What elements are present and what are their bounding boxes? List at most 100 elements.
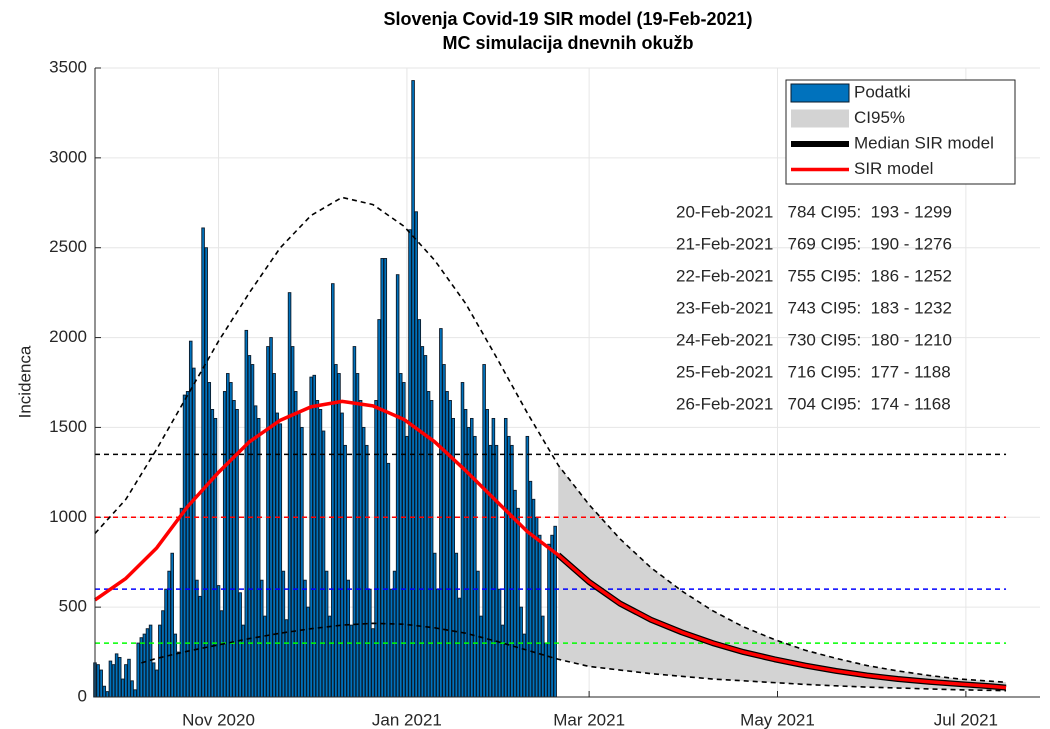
bar <box>108 660 113 698</box>
bar <box>155 669 159 698</box>
chart-subtitle: MC simulacija dnevnih okužb <box>442 33 693 53</box>
bar <box>460 382 465 698</box>
annotation: 25-Feb-2021 716 CI95: 177 - 1188 <box>676 362 951 381</box>
bar <box>541 615 545 698</box>
annotation: 23-Feb-2021 743 CI95: 183 - 1232 <box>676 298 952 317</box>
bar <box>531 498 536 698</box>
bar <box>121 678 125 698</box>
y-tick-label: 1000 <box>49 507 87 526</box>
bar <box>522 633 527 698</box>
bar <box>260 579 264 698</box>
bar <box>114 653 119 698</box>
annotation: 22-Feb-2021 755 CI95: 186 - 1252 <box>676 266 952 285</box>
bar <box>303 579 307 698</box>
annotation: 21-Feb-2021 769 CI95: 190 - 1276 <box>676 234 952 253</box>
bar <box>334 364 338 698</box>
bar <box>306 606 310 698</box>
bar <box>476 570 480 698</box>
bar <box>454 552 459 698</box>
bar <box>213 417 218 698</box>
bar <box>386 462 391 698</box>
bar <box>439 328 443 698</box>
bar <box>293 391 298 698</box>
bar <box>170 552 174 698</box>
bar <box>229 382 233 698</box>
bar <box>219 610 224 698</box>
legend-label: SIR model <box>854 159 933 178</box>
legend-swatch <box>791 109 849 128</box>
bar <box>312 374 317 698</box>
bar <box>380 258 384 698</box>
x-tick-label: May 2021 <box>740 710 815 729</box>
bar <box>253 405 258 698</box>
bar <box>327 615 332 698</box>
bar <box>318 409 323 698</box>
bar <box>374 400 378 698</box>
bar <box>358 400 363 698</box>
y-tick-label: 1500 <box>49 417 87 436</box>
bar <box>250 364 255 698</box>
bar <box>355 373 360 698</box>
x-tick-label: Jul 2021 <box>934 710 998 729</box>
bar <box>448 400 452 698</box>
bar <box>470 417 474 698</box>
bar <box>494 444 499 698</box>
bar <box>210 409 215 698</box>
bar <box>241 624 245 698</box>
bar <box>201 227 205 698</box>
bar <box>96 664 100 698</box>
bar <box>167 570 171 698</box>
bar <box>473 435 477 698</box>
bar <box>525 435 530 698</box>
ci-bound-line <box>94 196 1007 684</box>
legend-label: Podatki <box>854 82 911 101</box>
bar <box>275 412 279 698</box>
bar <box>284 619 289 698</box>
bar <box>226 373 230 698</box>
bar <box>352 346 357 698</box>
bar <box>148 624 153 698</box>
bar <box>491 417 496 698</box>
bar <box>99 669 103 698</box>
bar <box>507 435 511 698</box>
y-tick-label: 2000 <box>49 327 87 346</box>
bar <box>111 664 116 698</box>
x-tick-label: Jan 2021 <box>372 710 442 729</box>
bar <box>300 426 304 698</box>
bar <box>371 628 375 698</box>
legend-swatch <box>790 83 850 103</box>
bar <box>432 552 437 698</box>
bar <box>519 606 523 698</box>
bar <box>343 444 347 698</box>
chart-title: Slovenja Covid-19 SIR model (19-Feb-2021… <box>383 9 752 29</box>
bar <box>417 319 422 698</box>
bar <box>377 319 381 698</box>
y-tick-label: 3500 <box>49 57 87 76</box>
bar <box>244 329 249 698</box>
x-tick-label: Mar 2021 <box>553 710 625 729</box>
ci-bound-line <box>141 622 1007 692</box>
bar <box>207 382 212 698</box>
bar <box>485 409 489 698</box>
bar <box>340 412 344 698</box>
bar <box>161 610 165 698</box>
bar <box>466 426 471 698</box>
bar <box>216 585 221 698</box>
x-tick-label: Nov 2020 <box>182 710 255 729</box>
bar <box>550 534 554 698</box>
bar <box>537 534 542 698</box>
bar <box>105 691 110 698</box>
legend-label: CI95% <box>854 108 905 127</box>
bar <box>442 364 446 698</box>
bar <box>266 346 270 698</box>
y-tick-label: 3000 <box>49 147 87 166</box>
bar <box>102 685 107 698</box>
bar <box>503 417 508 698</box>
bar <box>392 570 397 698</box>
legend-label: Median SIR model <box>854 133 994 152</box>
bar <box>534 516 539 698</box>
ci-band <box>558 465 1007 691</box>
bar <box>145 628 150 698</box>
bar <box>281 570 286 698</box>
